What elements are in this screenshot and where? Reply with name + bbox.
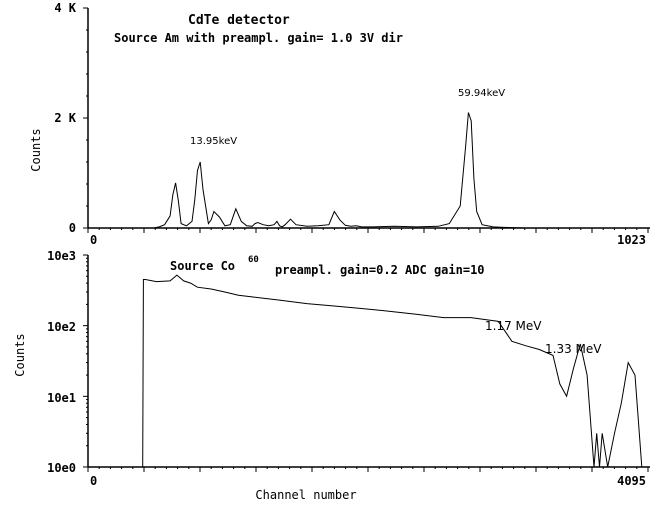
bottom-y-axis-label: Counts [13,333,27,376]
bottom-panel: Source Co 60 preampl. gain=0.2 ADC gain=… [13,249,650,502]
bottom-title-superscript: 60 [248,255,259,265]
top-y-tick-0: 0 [69,221,76,235]
top-y-tick-4k: 4 K [54,1,76,15]
bottom-spectrum-line [88,274,648,468]
bottom-subtitle: preampl. gain=0.2 ADC gain=10 [275,263,485,277]
top-y-tick-2k: 2 K [54,111,76,125]
bottom-y-tick-10e0: 10e0 [47,461,76,475]
bottom-x-tick-0: 0 [90,474,97,488]
peak-label-59-94kev: 59.94keV [458,88,505,99]
bottom-y-tick-10e1: 10e1 [47,391,76,405]
bottom-x-axis-label: Channel number [255,488,356,502]
bottom-x-tick-4095: 4095 [617,474,646,488]
bottom-y-tick-10e3: 10e3 [47,249,76,263]
bottom-title: Source Co [170,259,235,273]
bottom-y-tick-10e2: 10e2 [47,320,76,334]
top-panel: CdTe detector Source Am with preampl. ga… [29,1,650,247]
peak-label-1-33mev: 1.33 MeV [545,342,602,356]
peak-label-1-17mev: 1.17 MeV [485,319,542,333]
top-x-tick-0: 0 [90,233,97,247]
bottom-axis-ticks [83,254,649,472]
peak-label-13-95kev: 13.95keV [190,136,237,147]
top-subtitle: Source Am with preampl. gain= 1.0 3V dir [114,31,403,45]
top-x-tick-1023: 1023 [617,233,646,247]
top-spectrum-line [88,112,648,229]
top-title: CdTe detector [188,13,290,28]
top-y-axis-label: Counts [29,128,43,171]
